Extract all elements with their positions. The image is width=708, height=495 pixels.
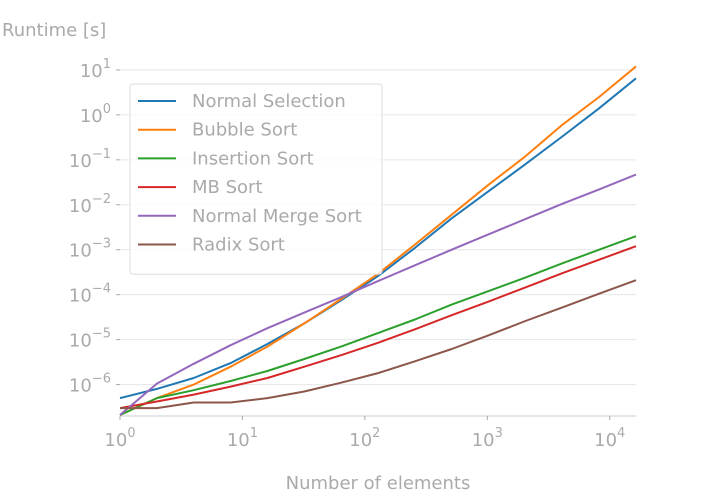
y-tick-label: 10−1 xyxy=(69,147,111,172)
series-line-4 xyxy=(119,173,637,416)
series-line-0 xyxy=(119,77,637,400)
y-axis-label: Runtime [s] xyxy=(2,20,106,41)
legend-box xyxy=(129,83,383,275)
y-tick-label: 101 xyxy=(80,57,111,82)
y-tick-label: 10−4 xyxy=(69,282,111,307)
series-line-3 xyxy=(119,245,637,410)
legend-entry-label: Normal Selection xyxy=(192,91,346,112)
x-tick-label: 103 xyxy=(472,426,503,451)
series-line-5 xyxy=(120,279,637,410)
x-axis-label: Number of elements xyxy=(286,473,471,494)
x-tick-label: 101 xyxy=(227,426,258,451)
x-tick-label: 100 xyxy=(104,426,135,451)
legend: Normal Selection Bubble Sort Insertion Sor… xyxy=(129,83,383,275)
legend-entry-label: Insertion Sort xyxy=(192,148,314,169)
legend-entry-label: Bubble Sort xyxy=(192,120,297,141)
x-tick-label: 104 xyxy=(594,426,625,451)
y-axis-ticks: 10−6 10−5 10−4 10−3 10−2 10−1 100 101 xyxy=(69,57,120,397)
legend-entry-label: MB Sort xyxy=(192,177,263,198)
series-line-2 xyxy=(119,235,637,416)
y-tick-label: 10−6 xyxy=(69,372,111,397)
y-tick-label: 10−5 xyxy=(69,327,111,352)
y-tick-label: 10−2 xyxy=(69,192,111,217)
y-tick-label: 100 xyxy=(80,102,111,127)
legend-entry-label: Normal Merge Sort xyxy=(192,206,362,227)
x-tick-label: 102 xyxy=(349,426,380,451)
legend-entry-label: Radix Sort xyxy=(192,235,285,256)
x-axis-ticks: 100 101 102 103 104 xyxy=(104,416,625,451)
y-tick-label: 10−3 xyxy=(69,237,111,262)
series-lines xyxy=(119,65,637,416)
